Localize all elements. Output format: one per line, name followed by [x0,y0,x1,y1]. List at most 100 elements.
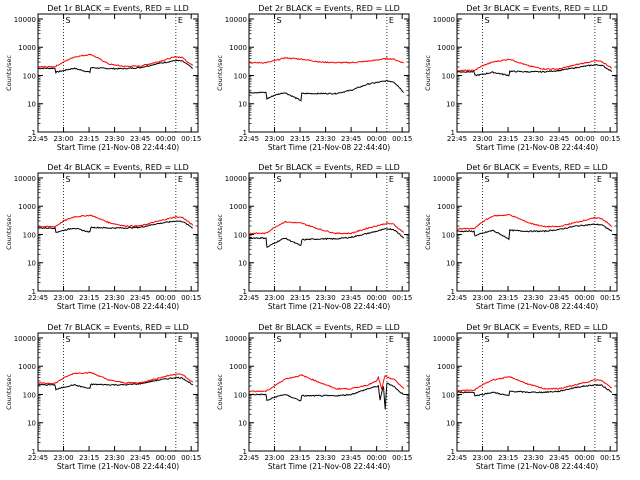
y-tick-label: 1 [32,129,36,137]
x-tick-label: 23:30 [524,135,544,143]
x-tick-label: 00:00 [575,135,595,143]
y-axis-label: Counts/sec [5,214,13,250]
time-marker-label: E [389,335,394,344]
time-marker-label: S [66,175,71,184]
panel-title: Det 6r BLACK = Events, RED = LLD [466,163,608,172]
plot-frame [37,332,199,452]
lld-series-line [248,56,405,64]
lld-series-line [248,374,405,393]
panel-title: Det 4r BLACK = Events, RED = LLD [47,163,189,172]
x-axis-label: Start Time (21-Nov-08 22:44:40) [57,302,179,311]
x-tick-label: 00:15 [392,454,412,462]
y-tick-label: 1000 [18,44,36,52]
x-tick-label: 23:15 [290,135,310,143]
y-tick-label: 10000 [14,16,36,24]
x-tick-label: 00:15 [181,454,201,462]
y-tick-label: 10000 [14,175,36,183]
x-tick-label: 23:00 [264,454,284,462]
y-tick-label: 1000 [229,44,247,52]
panel-title: Det 9r BLACK = Events, RED = LLD [466,323,608,332]
y-axis-label: Counts/sec [424,214,432,250]
x-tick-label: 22:45 [28,294,48,302]
y-tick-label: 1 [451,448,455,456]
y-tick-label: 10 [27,101,36,109]
x-tick-label: 23:45 [130,454,150,462]
y-tick-label: 10000 [14,335,36,343]
x-tick-label: 23:00 [53,454,73,462]
panel-title: Det 3r BLACK = Events, RED = LLD [466,4,608,13]
x-tick-label: 22:45 [447,294,467,302]
y-tick-label: 100 [23,231,36,239]
time-marker-label: S [66,335,71,344]
x-axis-label: Start Time (21-Nov-08 22:44:40) [57,462,179,471]
x-tick-label: 00:15 [600,454,620,462]
x-tick-label: 00:15 [392,135,412,143]
x-axis-label: Start Time (21-Nov-08 22:44:40) [476,462,598,471]
y-axis-label: Counts/sec [5,55,13,91]
events-series-line [249,382,405,410]
x-tick-label: 00:15 [392,294,412,302]
x-tick-label: 23:15 [498,135,518,143]
x-tick-label: 23:45 [341,454,361,462]
y-axis-label: Counts/sec [424,55,432,91]
x-tick-label: 23:15 [79,294,99,302]
y-tick-label: 10000 [225,16,247,24]
x-tick-label: 23:30 [316,135,336,143]
events-series-line [248,228,405,248]
lld-series-line [456,58,613,72]
y-tick-label: 10 [27,260,36,268]
plot-frame [248,332,410,452]
y-tick-label: 1 [32,448,36,456]
x-tick-label: 23:15 [79,135,99,143]
time-marker-label: S [277,16,282,25]
x-tick-label: 00:00 [367,135,387,143]
y-tick-label: 10 [446,260,455,268]
y-tick-label: 1 [243,288,247,296]
y-tick-label: 10 [238,260,247,268]
time-marker-label: E [597,175,602,184]
y-tick-label: 10 [238,420,247,428]
y-tick-label: 10000 [433,175,455,183]
plot-frame [37,13,199,133]
panel-9: Det 9r BLACK = Events, RED = LLD 1 10 100 10… [424,323,620,471]
events-series-line [37,220,193,233]
y-tick-label: 10 [238,101,247,109]
x-tick-label: 23:00 [53,135,73,143]
panel-5: Det 5r BLACK = Events, RED = LLD 1 10 100 10… [216,163,412,311]
x-tick-label: 00:00 [575,454,595,462]
y-tick-label: 1000 [437,363,455,371]
plot-frame [456,13,618,133]
x-tick-label: 23:45 [549,454,569,462]
panel-title: Det 2r BLACK = Events, RED = LLD [258,4,400,13]
y-tick-label: 10000 [225,335,247,343]
panel-4: Det 4r BLACK = Events, RED = LLD 1 10 100 10… [5,163,201,311]
time-marker-label: S [277,175,282,184]
panel-title: Det 7r BLACK = Events, RED = LLD [47,323,189,332]
y-tick-label: 100 [442,391,455,399]
time-marker-label: E [389,175,394,184]
time-marker-label: S [66,16,71,25]
plot-frame [248,172,410,292]
y-tick-label: 1000 [229,363,247,371]
x-tick-label: 23:45 [130,135,150,143]
x-axis-label: Start Time (21-Nov-08 22:44:40) [476,143,598,152]
events-series-line [456,384,613,397]
x-tick-label: 22:45 [239,294,259,302]
y-tick-label: 1000 [437,203,455,211]
x-tick-label: 23:45 [341,294,361,302]
x-tick-label: 23:30 [316,294,336,302]
x-tick-label: 23:30 [524,294,544,302]
y-tick-label: 100 [23,391,36,399]
x-tick-label: 22:45 [28,454,48,462]
x-tick-label: 23:00 [264,135,284,143]
time-marker-label: E [597,16,602,25]
panel-title: Det 1r BLACK = Events, RED = LLD [47,4,189,13]
time-marker-label: E [597,335,602,344]
y-tick-label: 10000 [433,16,455,24]
y-axis-label: Counts/sec [216,374,224,410]
y-tick-label: 1000 [18,363,36,371]
x-tick-label: 22:45 [239,135,259,143]
x-tick-label: 23:30 [105,454,125,462]
panel-title: Det 8r BLACK = Events, RED = LLD [258,323,400,332]
